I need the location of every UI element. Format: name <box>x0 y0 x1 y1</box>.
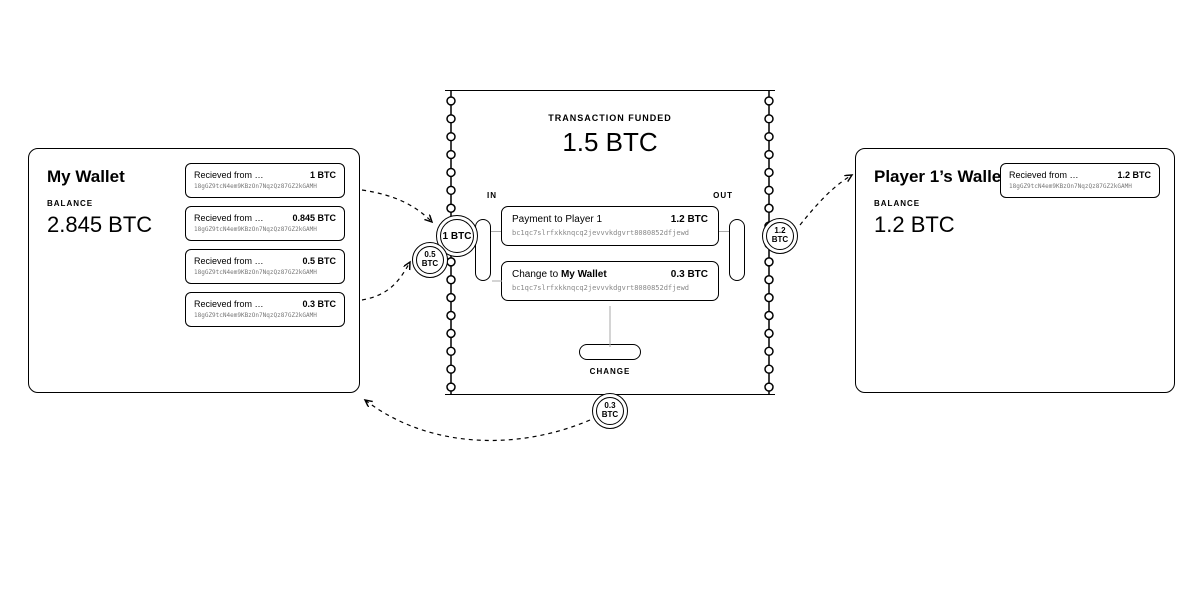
output-label: Change to My Wallet <box>512 269 607 280</box>
ticket-head-label: TRANSACTION FUNDED <box>445 113 775 123</box>
list-item: Recieved from …0.5 BTC 18gGZ9tcN4em9KBzO… <box>185 249 345 284</box>
output-amount: 1.2 BTC <box>671 214 708 225</box>
diagram-stage: My Wallet BALANCE 2.845 BTC Recieved fro… <box>0 0 1200 600</box>
output-label: Payment to Player 1 <box>512 214 602 225</box>
list-item: Recieved from …1.2 BTC 18gGZ9tcN4em9KBzO… <box>1000 163 1160 198</box>
output-address: bc1qc7slrfxkknqcq2jevvvkdgvrt8080852dfje… <box>512 284 708 292</box>
player1-wallet-card: Player 1’s Wallet BALANCE 1.2 BTC Reciev… <box>855 148 1175 393</box>
output-payment: Payment to Player 1 1.2 BTC bc1qc7slrfxkk… <box>501 206 719 246</box>
tx-address: 18gGZ9tcN4em9KBzOn7NqzQz87GZ2kGAMH <box>194 183 336 190</box>
wallet-balance: 1.2 BTC <box>874 212 1156 238</box>
output-change: Change to My Wallet 0.3 BTC bc1qc7slrfxkk… <box>501 261 719 301</box>
list-item: Recieved from …0.3 BTC 18gGZ9tcN4em9KBzO… <box>185 292 345 327</box>
in-slot <box>475 219 491 281</box>
wallet-tx-list: Recieved from …1.2 BTC 18gGZ9tcN4em9KBzO… <box>1000 163 1160 198</box>
coin-change-03btc: 0.3BTC <box>592 393 628 429</box>
wallet-tx-list: Recieved from …1 BTC 18gGZ9tcN4em9KBzOn7… <box>185 163 345 327</box>
list-item: Recieved from …1 BTC 18gGZ9tcN4em9KBzOn7… <box>185 163 345 198</box>
list-item: Recieved from …0.845 BTC 18gGZ9tcN4em9KB… <box>185 206 345 241</box>
coin-out-12btc: 1.2BTC <box>762 218 798 254</box>
transaction-ticket: TRANSACTION FUNDED 1.5 BTC IN OUT CHANGE… <box>445 90 775 395</box>
in-label: IN <box>487 191 497 200</box>
coin-in-05btc: 0.5BTC <box>412 242 448 278</box>
output-address: bc1qc7slrfxkknqcq2jevvvkdgvrt8080852dfje… <box>512 229 708 237</box>
tx-address: 18gGZ9tcN4em9KBzOn7NqzQz87GZ2kGAMH <box>194 226 336 233</box>
tx-address: 18gGZ9tcN4em9KBzOn7NqzQz87GZ2kGAMH <box>194 312 336 319</box>
tx-address: 18gGZ9tcN4em9KBzOn7NqzQz87GZ2kGAMH <box>194 269 336 276</box>
my-wallet-card: My Wallet BALANCE 2.845 BTC Recieved fro… <box>28 148 360 393</box>
out-label: OUT <box>713 191 733 200</box>
tx-address: 18gGZ9tcN4em9KBzOn7NqzQz87GZ2kGAMH <box>1009 183 1151 190</box>
balance-label: BALANCE <box>874 199 1156 208</box>
change-label: CHANGE <box>590 367 631 376</box>
ticket-head-amount: 1.5 BTC <box>445 127 775 158</box>
output-amount: 0.3 BTC <box>671 269 708 280</box>
change-slot <box>579 344 641 360</box>
out-slot <box>729 219 745 281</box>
